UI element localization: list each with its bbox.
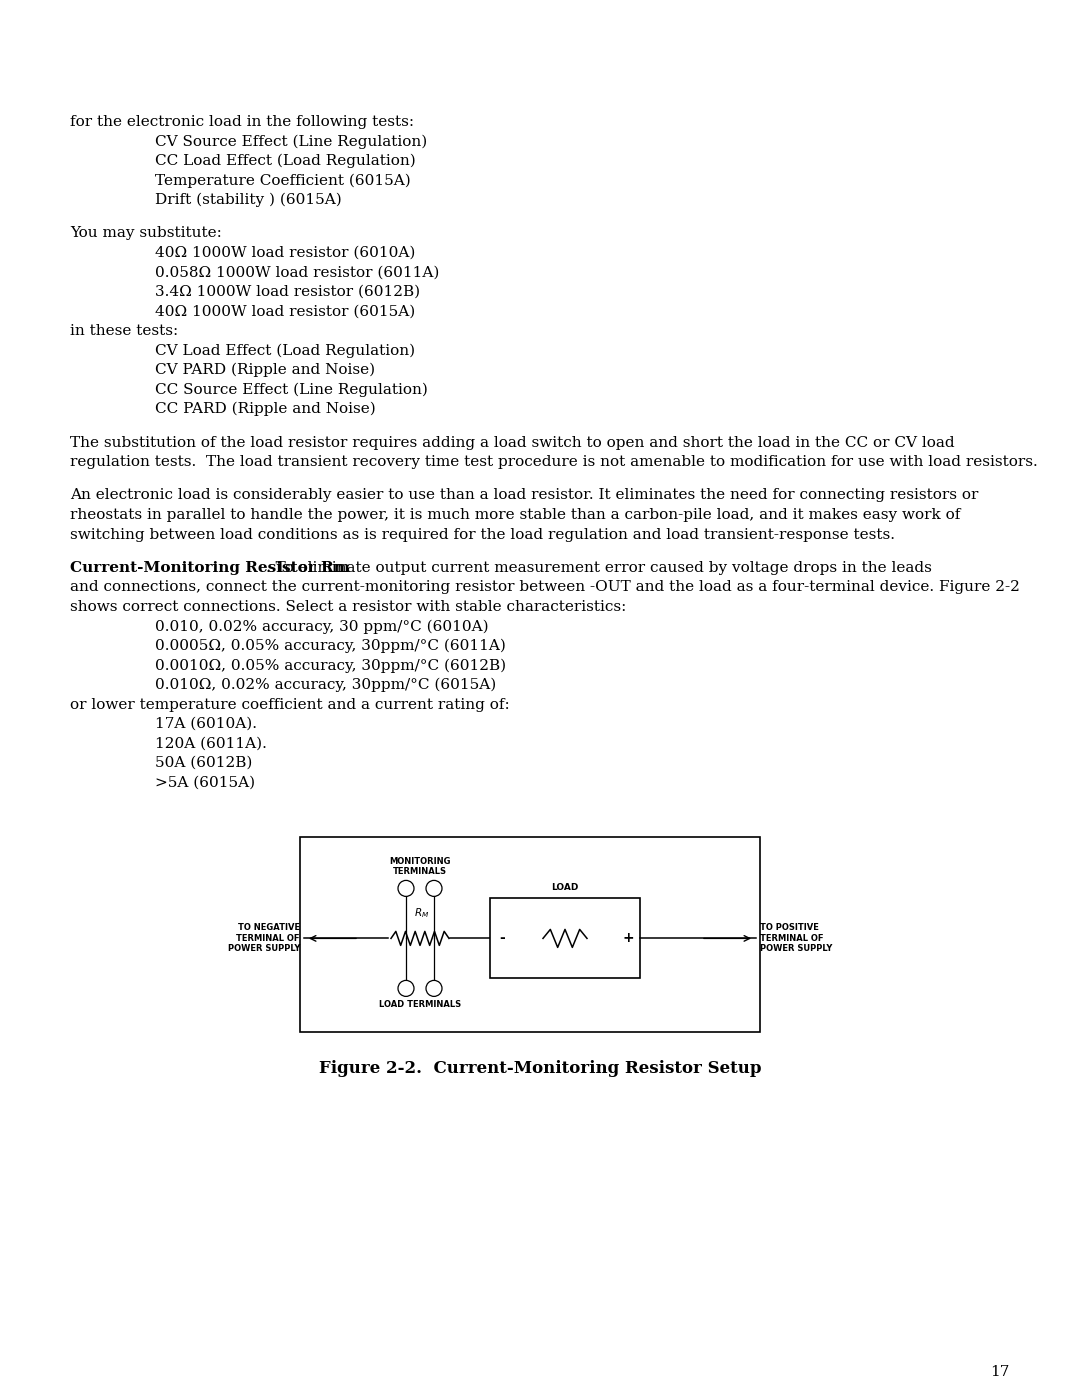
Text: 0.010Ω, 0.02% accuracy, 30ppm/°C (6015A): 0.010Ω, 0.02% accuracy, 30ppm/°C (6015A) (156, 678, 496, 693)
Text: TO NEGATIVE
TERMINAL OF
POWER SUPPLY: TO NEGATIVE TERMINAL OF POWER SUPPLY (228, 923, 300, 953)
Text: TO POSITIVE
TERMINAL OF
POWER SUPPLY: TO POSITIVE TERMINAL OF POWER SUPPLY (760, 923, 833, 953)
Text: 0.0005Ω, 0.05% accuracy, 30ppm/°C (6011A): 0.0005Ω, 0.05% accuracy, 30ppm/°C (6011A… (156, 638, 505, 654)
Text: shows correct connections. Select a resistor with stable characteristics:: shows correct connections. Select a resi… (70, 599, 626, 615)
Ellipse shape (399, 981, 414, 996)
Text: 17A (6010A).: 17A (6010A). (156, 717, 257, 731)
Text: Figure 2-2.  Current-Monitoring Resistor Setup: Figure 2-2. Current-Monitoring Resistor … (319, 1060, 761, 1077)
Ellipse shape (426, 981, 442, 996)
Text: 120A (6011A).: 120A (6011A). (156, 736, 267, 750)
Text: CV Source Effect (Line Regulation): CV Source Effect (Line Regulation) (156, 134, 428, 149)
Text: Temperature Coefficient (6015A): Temperature Coefficient (6015A) (156, 173, 410, 187)
Text: or lower temperature coefficient and a current rating of:: or lower temperature coefficient and a c… (70, 697, 510, 711)
Text: LOAD: LOAD (551, 883, 579, 893)
Text: switching between load conditions as is required for the load regulation and loa: switching between load conditions as is … (70, 528, 895, 542)
Text: CV Load Effect (Load Regulation): CV Load Effect (Load Regulation) (156, 344, 415, 358)
Text: An electronic load is considerably easier to use than a load resistor. It elimin: An electronic load is considerably easie… (70, 489, 978, 503)
Text: 40Ω 1000W load resistor (6015A): 40Ω 1000W load resistor (6015A) (156, 305, 415, 319)
Text: LOAD TERMINALS: LOAD TERMINALS (379, 1000, 461, 1010)
Text: >5A (6015A): >5A (6015A) (156, 775, 255, 789)
Text: MONITORING
TERMINALS: MONITORING TERMINALS (389, 856, 450, 876)
Text: 3.4Ω 1000W load resistor (6012B): 3.4Ω 1000W load resistor (6012B) (156, 285, 420, 299)
Text: The substitution of the load resistor requires adding a load switch to open and : The substitution of the load resistor re… (70, 436, 955, 450)
Text: Drift (stability ) (6015A): Drift (stability ) (6015A) (156, 193, 341, 207)
Text: and connections, connect the current-monitoring resistor between -OUT and the lo: and connections, connect the current-mon… (70, 581, 1020, 595)
Text: CC Load Effect (Load Regulation): CC Load Effect (Load Regulation) (156, 154, 416, 169)
Text: 40Ω 1000W load resistor (6010A): 40Ω 1000W load resistor (6010A) (156, 246, 416, 260)
Text: 0.058Ω 1000W load resistor (6011A): 0.058Ω 1000W load resistor (6011A) (156, 265, 440, 279)
Text: CV PARD (Ripple and Noise): CV PARD (Ripple and Noise) (156, 363, 375, 377)
Text: 17: 17 (990, 1365, 1010, 1379)
Text: for the electronic load in the following tests:: for the electronic load in the following… (70, 115, 414, 129)
Ellipse shape (426, 880, 442, 897)
Text: $R_M$: $R_M$ (415, 907, 430, 921)
Text: regulation tests.  The load transient recovery time test procedure is not amenab: regulation tests. The load transient rec… (70, 455, 1038, 469)
Bar (490, 898, 640, 978)
Bar (300, 837, 760, 1032)
Ellipse shape (399, 880, 414, 897)
Text: 50A (6012B): 50A (6012B) (156, 756, 253, 770)
Text: . To eliminate output current measurement error caused by voltage drops in the l: . To eliminate output current measuremen… (267, 562, 932, 576)
Text: +: + (622, 932, 634, 946)
Text: 0.0010Ω, 0.05% accuracy, 30ppm/°C (6012B): 0.0010Ω, 0.05% accuracy, 30ppm/°C (6012B… (156, 658, 507, 673)
Text: Current-Monitoring Resistor Rm: Current-Monitoring Resistor Rm (70, 562, 350, 576)
Text: 0.010, 0.02% accuracy, 30 ppm/°C (6010A): 0.010, 0.02% accuracy, 30 ppm/°C (6010A) (156, 619, 488, 634)
Text: CC Source Effect (Line Regulation): CC Source Effect (Line Regulation) (156, 383, 428, 397)
Text: You may substitute:: You may substitute: (70, 226, 221, 240)
Text: rheostats in parallel to handle the power, it is much more stable than a carbon-: rheostats in parallel to handle the powe… (70, 509, 960, 522)
Text: in these tests:: in these tests: (70, 324, 178, 338)
Text: -: - (499, 932, 504, 946)
Text: CC PARD (Ripple and Noise): CC PARD (Ripple and Noise) (156, 402, 376, 416)
